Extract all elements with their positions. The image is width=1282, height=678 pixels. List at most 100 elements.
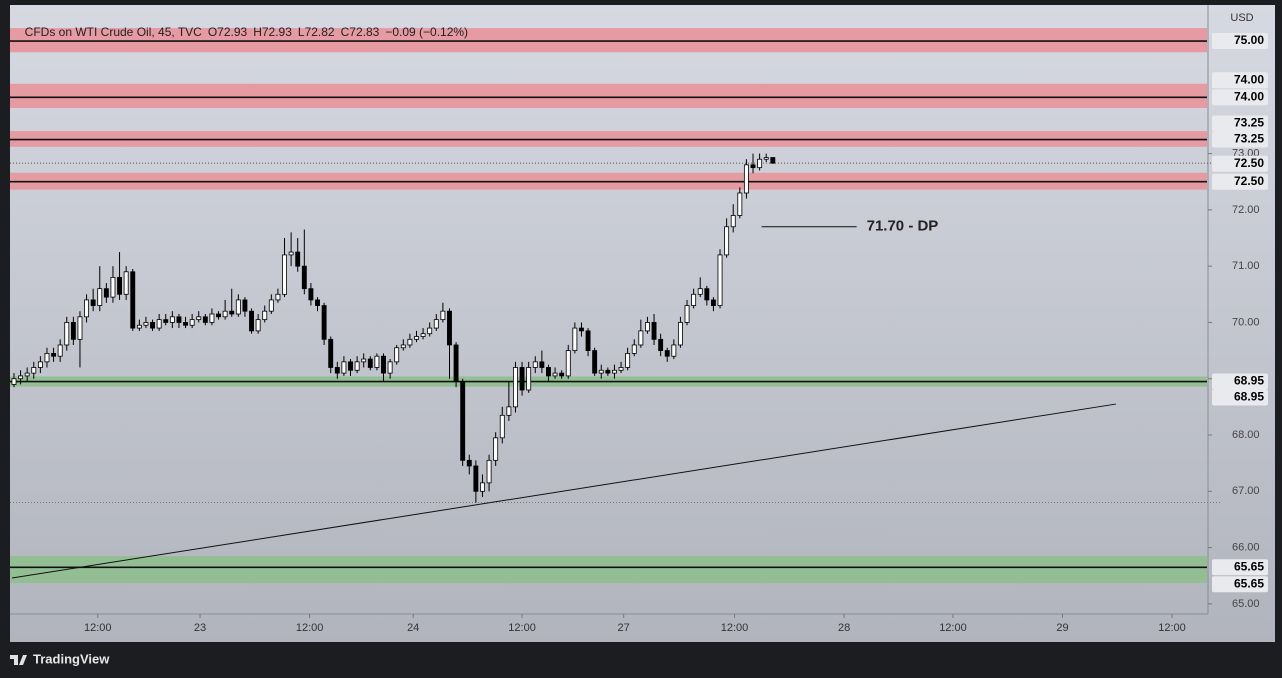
header: CFDs on WTI Crude Oil, 45, TVC O72.93 H72.…: [18, 11, 474, 39]
candle-body: [539, 361, 545, 368]
candle-body: [176, 316, 182, 323]
candle-body: [97, 288, 103, 306]
candle-body: [572, 327, 578, 351]
y-tick-label: 67.00: [1232, 485, 1260, 497]
x-tick-label: 12:00: [939, 622, 967, 634]
candle-body: [546, 367, 551, 377]
candle-body: [110, 277, 116, 298]
x-tick-label: 12:00: [508, 622, 536, 634]
candle-body: [18, 375, 24, 380]
price-label: 74.00: [1234, 72, 1264, 86]
candle-body: [163, 319, 169, 323]
candle-body: [730, 215, 736, 228]
price-label-box: [1212, 155, 1268, 172]
candle-body: [275, 293, 281, 301]
price-label: 74.00: [1234, 89, 1264, 103]
candle-body: [651, 322, 657, 340]
candle-body: [196, 316, 202, 321]
x-tick-label: 27: [618, 622, 630, 634]
candle-body: [559, 372, 565, 377]
price-label: 65.65: [1234, 559, 1264, 573]
candle-body: [44, 353, 50, 363]
candle-body: [638, 330, 644, 346]
footer-brand: TradingView: [33, 651, 110, 666]
x-tick-label: 23: [194, 622, 206, 634]
price-label: 75.00: [1234, 33, 1264, 47]
candle-body: [447, 310, 452, 346]
x-tick-label: 24: [407, 622, 419, 634]
candle-body: [658, 338, 664, 351]
candle-body: [750, 164, 756, 169]
candle-body: [480, 482, 485, 492]
candle-body: [57, 344, 63, 357]
candle-body: [486, 459, 492, 484]
candle-body: [427, 327, 433, 335]
price-label-box: [1212, 33, 1268, 50]
candle-body: [724, 226, 730, 256]
candle-body: [737, 192, 743, 216]
price-label-box: [1212, 559, 1268, 576]
candle-body: [598, 369, 604, 374]
candle-body: [552, 372, 558, 377]
price-label: 68.95: [1234, 390, 1264, 404]
candle-body: [103, 288, 109, 298]
candle-body: [473, 465, 479, 492]
y-tick-label: 66.00: [1232, 541, 1260, 553]
zone: [10, 83, 1207, 109]
candle-body: [367, 358, 373, 368]
candle-body: [169, 316, 175, 323]
candle-body: [671, 344, 677, 357]
candle-body: [308, 288, 314, 301]
candle-body: [414, 336, 419, 340]
candle-body: [288, 251, 294, 256]
candle-body: [150, 322, 155, 329]
price-label: 73.25: [1234, 116, 1264, 130]
candle-body: [24, 372, 30, 377]
candle-body: [579, 327, 584, 332]
candle-body: [315, 299, 320, 306]
candle-body: [222, 310, 228, 318]
candle-body: [321, 305, 327, 340]
change: −0.09 (−0.12%): [385, 25, 469, 39]
candle-body: [70, 322, 76, 340]
price-label: 65.65: [1234, 576, 1264, 590]
candle-body: [341, 361, 347, 374]
x-tick-label: 12:00: [721, 622, 749, 634]
price-label-box: [1212, 115, 1268, 132]
candle-body: [255, 319, 261, 332]
candle-body: [420, 333, 426, 337]
price-label: 68.95: [1234, 374, 1264, 388]
candle-body: [460, 381, 466, 461]
candle-body: [381, 355, 386, 374]
zone: [10, 28, 1207, 53]
candle-body: [387, 361, 393, 374]
x-tick-label: 28: [838, 622, 850, 634]
candle-body: [612, 369, 617, 374]
candle-body: [697, 288, 703, 295]
y-tick-label: 65.00: [1232, 598, 1260, 610]
candle-body: [334, 367, 340, 374]
candle-body: [189, 319, 195, 326]
candle-body: [394, 347, 400, 363]
logo-icon: [10, 655, 27, 665]
candle-body: [123, 271, 129, 295]
candle-body: [704, 288, 710, 301]
candle-body: [499, 414, 505, 439]
candle-body: [31, 367, 37, 374]
currency: USD: [1230, 12, 1253, 24]
price-label: 73.25: [1234, 132, 1264, 146]
candle-body: [618, 367, 624, 371]
x-tick-label: 12:00: [1158, 622, 1186, 634]
candle-body: [209, 313, 215, 323]
y-tick-label: 70.00: [1232, 316, 1260, 328]
candle-body: [156, 319, 162, 329]
candle-body: [631, 344, 637, 354]
ohlc-open: O72.93: [207, 25, 248, 39]
symbol-title: CFDs on WTI Crude Oil, 45, TVC: [24, 25, 202, 39]
price-label-box: [1212, 131, 1268, 148]
ohlc-close: C72.83: [340, 25, 380, 39]
candle-body: [625, 353, 631, 368]
price-label: 72.50: [1234, 174, 1264, 188]
candle-body: [440, 310, 446, 321]
